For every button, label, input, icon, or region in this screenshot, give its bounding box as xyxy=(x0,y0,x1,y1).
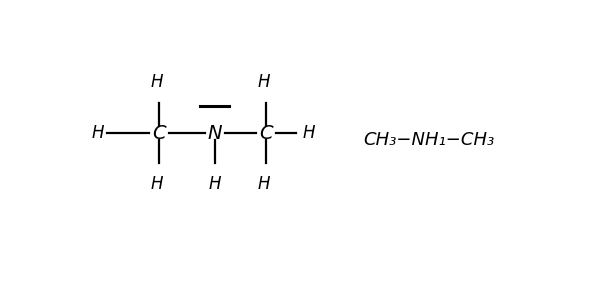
Text: H: H xyxy=(92,124,104,142)
Text: C: C xyxy=(259,124,272,142)
Text: H: H xyxy=(150,73,163,91)
Text: N: N xyxy=(207,124,222,142)
Text: H: H xyxy=(257,175,269,193)
Text: H: H xyxy=(303,124,316,142)
Text: CH₃−NH₁−CH₃: CH₃−NH₁−CH₃ xyxy=(364,131,494,149)
Text: H: H xyxy=(257,73,269,91)
Text: H: H xyxy=(150,175,163,193)
Text: H: H xyxy=(208,175,221,193)
Text: C: C xyxy=(152,124,166,142)
